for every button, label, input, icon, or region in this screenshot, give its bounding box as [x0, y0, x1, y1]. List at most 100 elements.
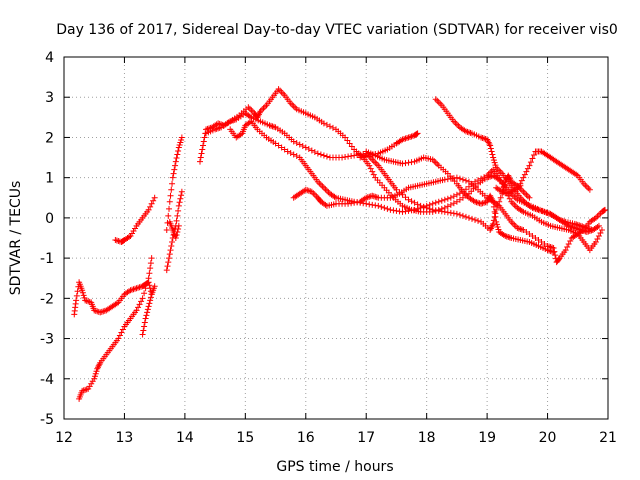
data-point — [198, 150, 205, 157]
data-point — [92, 370, 99, 377]
data-point — [169, 180, 176, 187]
data-point — [472, 216, 479, 223]
data-point — [550, 249, 557, 256]
data-point — [372, 202, 379, 209]
data-point — [402, 160, 409, 167]
data-point — [526, 194, 533, 201]
data-point — [142, 315, 149, 322]
series-arc-1 — [71, 279, 155, 318]
series-arc-2 — [76, 255, 155, 402]
data-point — [178, 192, 185, 199]
series-arc-16 — [493, 182, 524, 197]
data-point — [145, 303, 152, 310]
data-point — [529, 155, 536, 162]
data-point — [178, 136, 185, 143]
data-point — [323, 121, 330, 128]
x-tick-label: 17 — [357, 430, 375, 446]
data-point — [396, 208, 403, 215]
data-point — [172, 158, 179, 165]
data-point — [456, 196, 463, 203]
x-tick-label: 12 — [55, 430, 73, 446]
data-point — [200, 142, 207, 149]
data-point — [459, 194, 466, 201]
data-point — [146, 300, 153, 307]
y-tick-label: 0 — [45, 211, 54, 227]
data-point — [144, 309, 151, 316]
data-point — [199, 146, 206, 153]
data-point — [552, 252, 559, 259]
series-arc-3 — [112, 194, 158, 246]
data-point — [370, 171, 377, 178]
x-tick-label: 13 — [116, 430, 134, 446]
data-point — [284, 148, 291, 155]
data-point — [115, 335, 122, 342]
data-point — [517, 182, 524, 189]
data-point — [405, 159, 412, 166]
data-point — [527, 159, 534, 166]
data-point — [524, 165, 531, 172]
data-point — [369, 168, 376, 175]
data-point — [465, 214, 472, 221]
data-point — [465, 183, 472, 190]
data-point — [369, 201, 376, 208]
data-point — [399, 208, 406, 215]
data-point — [144, 280, 151, 287]
plot-frame — [63, 56, 609, 420]
series-arc-4 — [139, 283, 158, 338]
data-point — [151, 283, 158, 290]
data-point — [384, 205, 391, 212]
data-point — [420, 203, 427, 210]
data-point — [201, 134, 208, 141]
data-point — [447, 194, 454, 201]
data-point — [172, 235, 179, 241]
x-axis-label: GPS time / hours — [276, 459, 393, 475]
x-tick-label: 14 — [176, 430, 194, 446]
data-point — [402, 194, 409, 201]
data-point — [601, 206, 608, 213]
data-point — [494, 223, 501, 230]
data-point — [305, 146, 312, 153]
data-point — [538, 239, 545, 246]
data-point — [348, 153, 355, 160]
data-point — [164, 263, 171, 270]
data-point — [145, 275, 152, 282]
data-point — [435, 206, 442, 213]
data-point — [147, 203, 154, 210]
data-point — [490, 220, 497, 227]
data-point — [143, 312, 150, 319]
data-point — [74, 288, 81, 295]
data-point — [426, 201, 433, 208]
data-point — [481, 174, 488, 181]
grid — [64, 57, 608, 419]
series-arc-7 — [166, 218, 182, 241]
x-tick-label: 21 — [599, 430, 617, 446]
data-point — [174, 151, 181, 158]
data-point — [176, 199, 183, 206]
data-point — [432, 199, 439, 206]
data-point — [444, 195, 451, 202]
data-point — [287, 150, 294, 157]
data-point — [148, 255, 155, 262]
data-point — [81, 294, 88, 301]
data-point — [345, 200, 352, 207]
data-point — [495, 226, 502, 233]
data-point — [200, 138, 207, 145]
data-point — [564, 244, 571, 251]
data-point — [142, 285, 149, 292]
data-point — [413, 130, 420, 137]
data-point — [172, 162, 179, 169]
data-point — [491, 208, 498, 215]
data-point — [500, 183, 507, 190]
data-point — [166, 255, 173, 262]
data-point — [73, 297, 80, 304]
y-tick-label: 2 — [45, 130, 54, 146]
data-point — [147, 265, 154, 272]
data-point — [487, 142, 494, 149]
data-point — [314, 150, 321, 157]
data-point — [173, 155, 180, 162]
data-point — [489, 151, 496, 158]
data-point — [478, 175, 485, 182]
data-point — [141, 319, 148, 326]
data-point — [339, 154, 346, 161]
data-point — [168, 186, 175, 193]
